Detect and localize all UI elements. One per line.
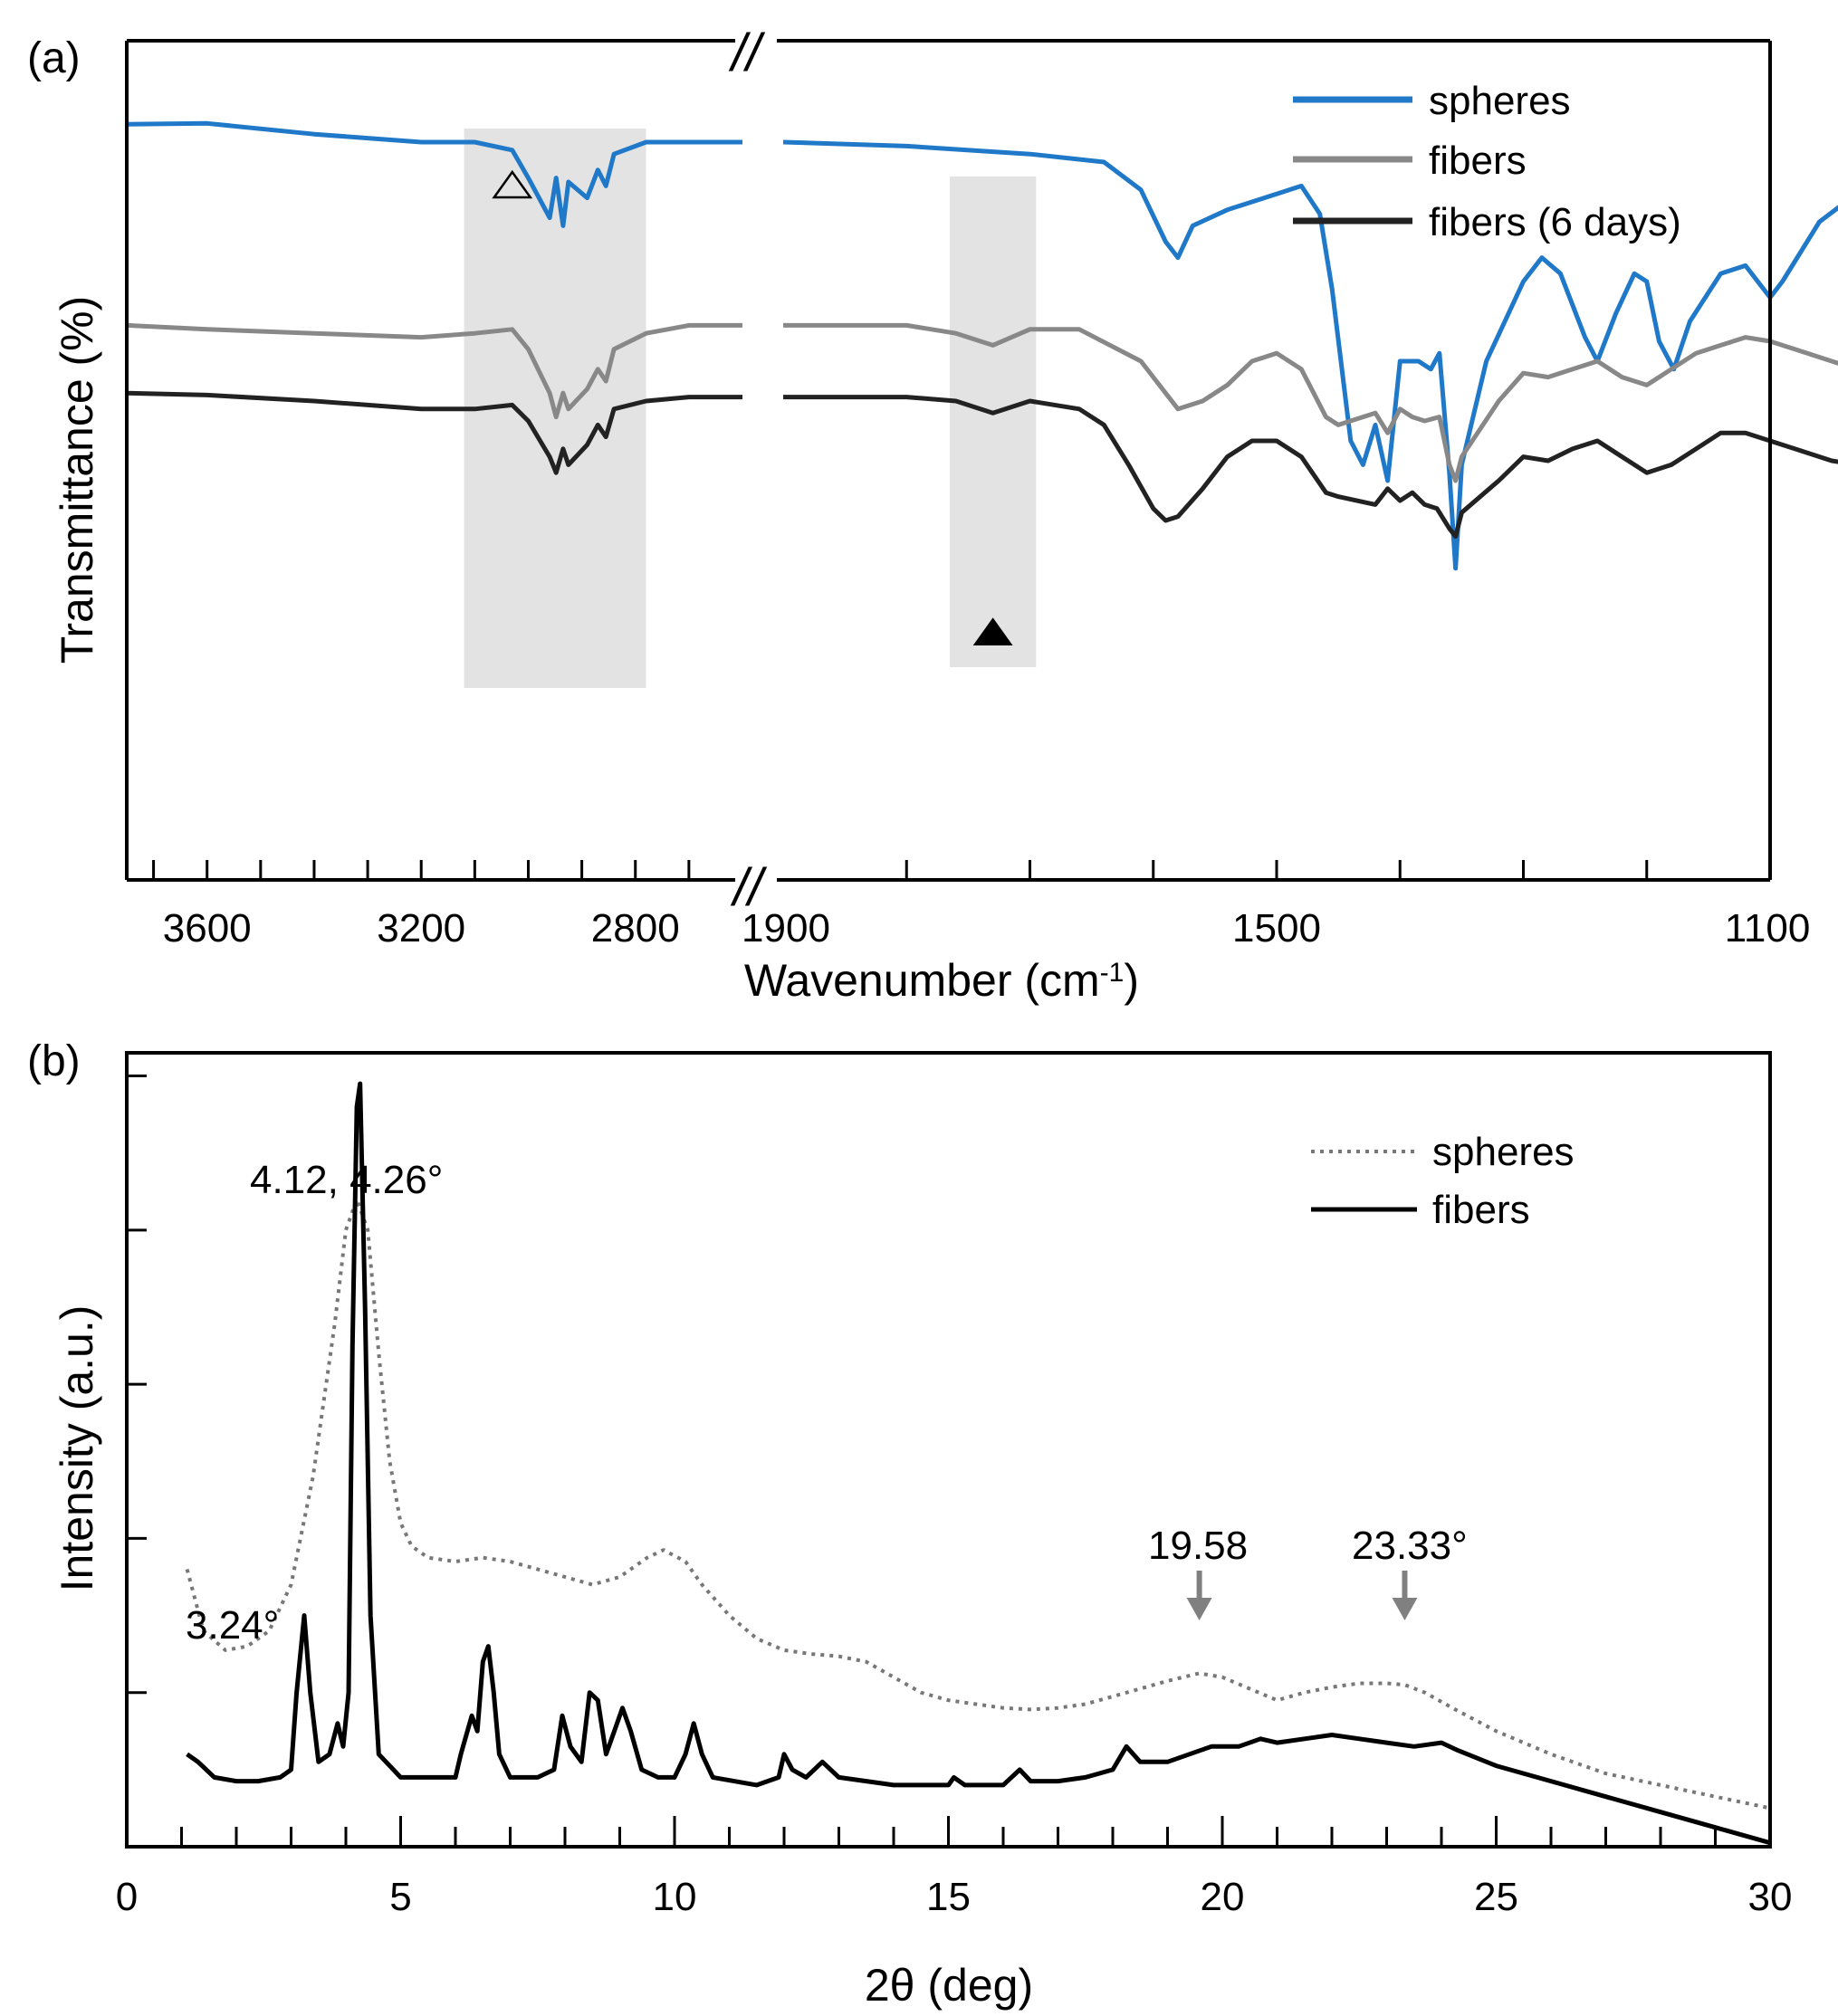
a-legend: spheres fibers fibers (6 days) xyxy=(1293,79,1681,244)
b-arrow-head-19.58 xyxy=(1186,1598,1212,1620)
a-y-axis-title: Transmittance (%) xyxy=(52,296,102,664)
a-axis-break-top: // xyxy=(728,24,766,82)
a-legend-label-fibers-6-days: fibers (6 days) xyxy=(1429,200,1681,244)
b-tick-label-10: 10 xyxy=(653,1875,697,1919)
b-x-ticks: 0 5 10 15 20 25 30 xyxy=(116,1816,1793,1919)
b-y-axis-title: Intensity (a.u.) xyxy=(52,1305,102,1592)
b-legend-label-fibers: fibers xyxy=(1432,1188,1530,1232)
b-annotation-23-33: 23.33° xyxy=(1352,1524,1468,1568)
b-series-lines xyxy=(185,1081,1771,1846)
a-legend-label-spheres: spheres xyxy=(1429,79,1571,123)
a-tick-label-1900: 1900 xyxy=(742,906,830,951)
a-shaded-region-2 xyxy=(949,177,1037,667)
b-annotation-4-12-4-26: 4.12, 4.26° xyxy=(250,1158,443,1202)
b-tick-label-5: 5 xyxy=(389,1875,411,1919)
a-axes-frame xyxy=(125,39,1772,882)
a-axis-break-bottom: // xyxy=(730,858,768,917)
a-tick-label-3600: 3600 xyxy=(163,906,252,951)
a-peak-markers xyxy=(492,169,1013,645)
panel-a-label: (a) xyxy=(27,34,81,82)
b-legend: spheres fibers xyxy=(1311,1130,1575,1232)
a-line-fibers-6-days--seg1 xyxy=(126,390,742,475)
a-x-ticks: 3600 3200 2800 1900 1500 1100 xyxy=(152,860,1811,951)
b-annotation-3-24: 3.24° xyxy=(186,1603,279,1648)
a-x-axis-title: Wavenumber (cm-1) xyxy=(744,955,1139,1006)
b-annotations: 4.12, 4.26° 3.24° 19.58 23.33° xyxy=(186,1158,1468,1648)
b-line-fibers xyxy=(186,1081,1771,1846)
panel-a: (a) 3600 3200 2800 1900 1500 1100 // // Waven… xyxy=(27,24,1838,1006)
b-y-ticks xyxy=(127,1075,147,1695)
b-tick-label-0: 0 xyxy=(116,1875,138,1919)
panel-b-label: (b) xyxy=(27,1037,81,1085)
a-tick-label-2800: 2800 xyxy=(591,906,680,951)
b-x-axis-title: 2θ (deg) xyxy=(865,1960,1033,2011)
b-tick-label-20: 20 xyxy=(1201,1875,1245,1919)
a-legend-label-fibers: fibers xyxy=(1429,139,1527,183)
b-annotation-19-58: 19.58 xyxy=(1148,1524,1248,1568)
b-arrow-head-23.33 xyxy=(1392,1598,1418,1620)
b-line-spheres xyxy=(185,1197,1771,1811)
b-annotation-arrows xyxy=(1186,1571,1418,1620)
a-line-spheres-seg1 xyxy=(126,120,742,228)
a-series-lines xyxy=(126,120,1838,571)
b-tick-label-30: 30 xyxy=(1748,1875,1793,1919)
a-open-triangle-marker xyxy=(492,169,533,199)
a-tick-label-1500: 1500 xyxy=(1232,906,1321,951)
a-tick-label-1100: 1100 xyxy=(1725,906,1811,951)
a-line-fibers-seg2 xyxy=(783,322,1838,483)
a-filled-triangle-marker xyxy=(972,617,1013,645)
a-tick-label-3200: 3200 xyxy=(377,906,465,951)
a-line-fibers-6-days--seg2 xyxy=(783,395,1838,540)
b-legend-label-spheres: spheres xyxy=(1432,1130,1575,1174)
b-tick-label-25: 25 xyxy=(1474,1875,1518,1919)
a-line-fibers-seg1 xyxy=(126,322,742,420)
a-line-spheres-seg2 xyxy=(782,139,1838,571)
panel-b: (b) 0 5 10 15 20 25 30 2θ (deg) Intensity (a.u… xyxy=(27,1037,1792,2011)
b-tick-label-15: 15 xyxy=(926,1875,971,1919)
